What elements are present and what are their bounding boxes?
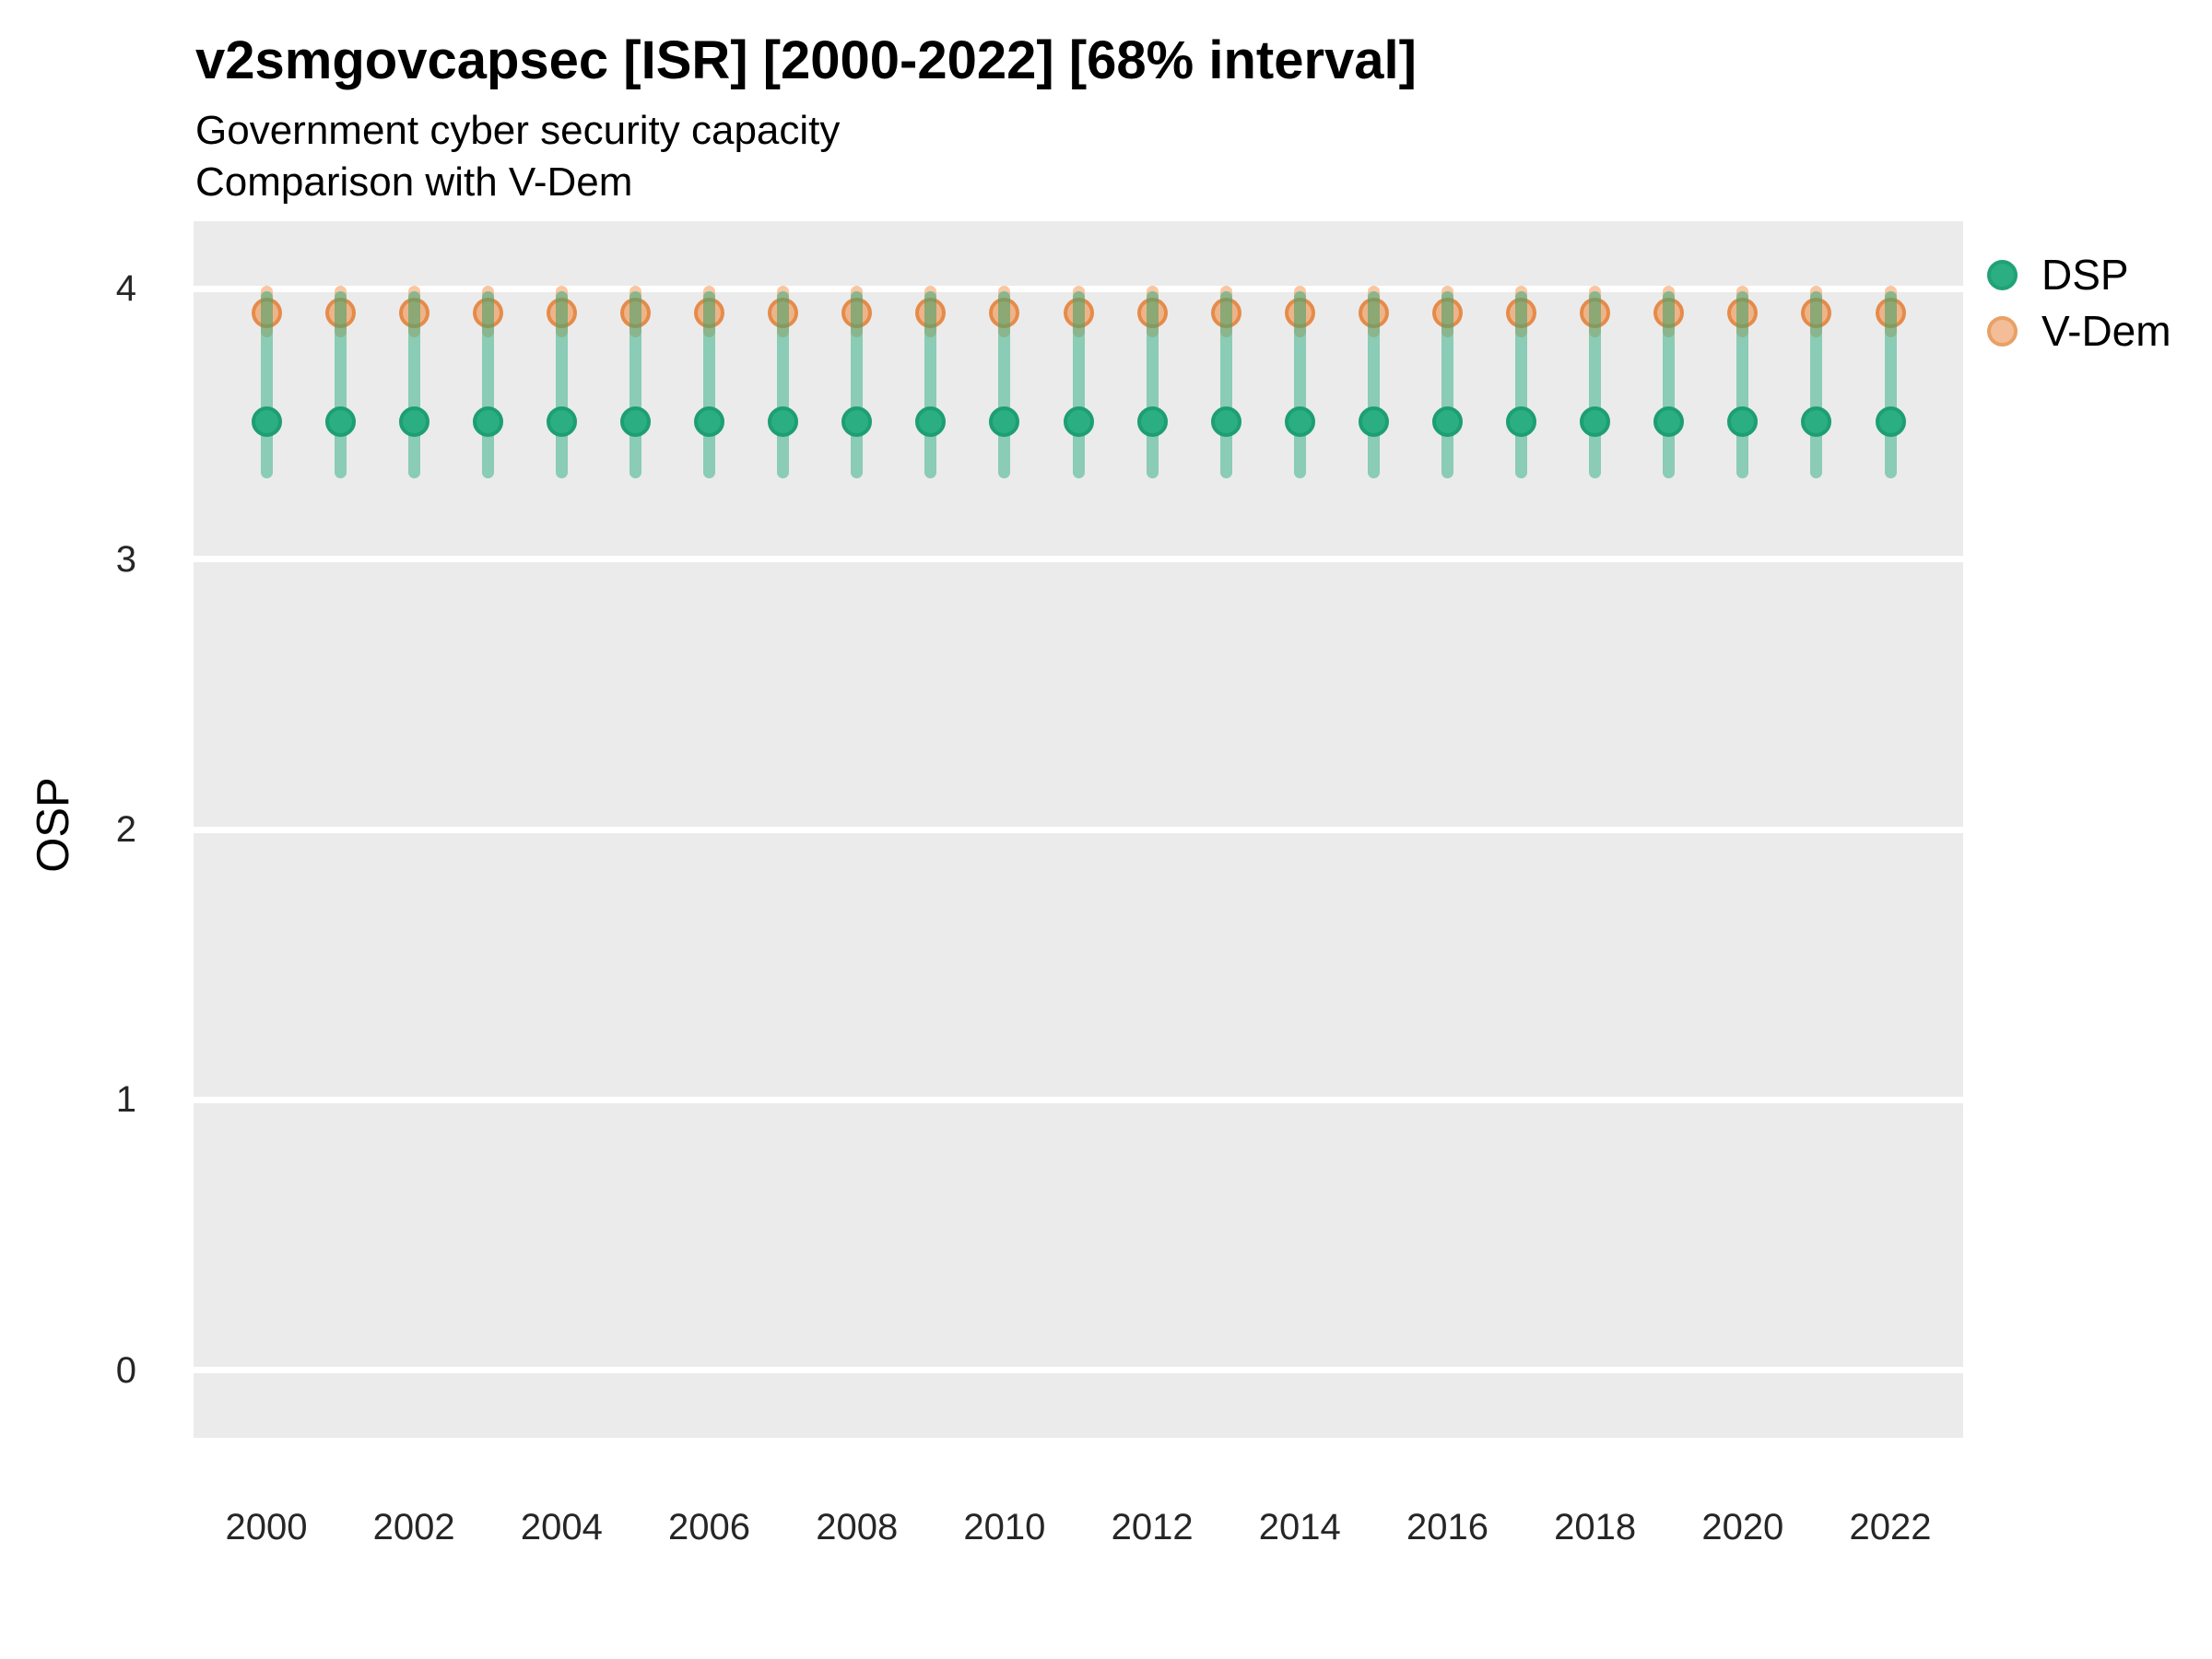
dsp-interval-bar: [1441, 291, 1453, 478]
chart-subtitle-line1: Government cyber security capacity: [195, 108, 841, 153]
dsp-interval-bar: [1219, 291, 1232, 478]
dsp-interval-bar: [1072, 291, 1085, 478]
dsp-interval-bar: [924, 291, 937, 478]
dsp-point: [546, 406, 577, 437]
v-dem-legend-dot: [1987, 315, 2018, 347]
y-tick-label-3: 3: [115, 538, 136, 580]
chart-subtitle-line2: Comparison with V-Dem: [195, 159, 633, 205]
y-tick-label-1: 1: [115, 1079, 136, 1121]
dsp-interval-bar: [1810, 291, 1823, 478]
dsp-legend-dot: [1987, 259, 2018, 290]
x-tick-label-2010: 2010: [963, 1507, 1046, 1547]
dsp-interval-bar: [1146, 291, 1159, 478]
dsp-point: [1801, 406, 1832, 437]
dsp-point: [472, 406, 503, 437]
dsp-point: [1210, 406, 1241, 437]
x-tick-label-2002: 2002: [372, 1507, 455, 1547]
dsp-point: [1284, 406, 1315, 437]
dsp-point: [694, 406, 725, 437]
x-tick-label-2014: 2014: [1258, 1507, 1341, 1547]
x-tick-label-2022: 2022: [1849, 1507, 1932, 1547]
dsp-point: [619, 406, 651, 437]
x-tick-label-2018: 2018: [1554, 1507, 1637, 1547]
x-tick-label-2006: 2006: [668, 1507, 751, 1547]
gridline-y-2: [194, 826, 1963, 833]
dsp-interval-bar: [407, 291, 420, 478]
dsp-interval-bar: [481, 291, 494, 478]
dsp-interval-bar: [1293, 291, 1306, 478]
x-tick-label-2020: 2020: [1701, 1507, 1784, 1547]
x-tick-label-2004: 2004: [520, 1507, 603, 1547]
dsp-point: [1506, 406, 1537, 437]
dsp-interval-bar: [703, 291, 716, 478]
x-tick-label-2008: 2008: [816, 1507, 899, 1547]
legend-label-dsp: DSP: [2041, 251, 2129, 299]
dsp-point: [1063, 406, 1094, 437]
dsp-point: [1431, 406, 1463, 437]
dsp-interval-bar: [629, 291, 641, 478]
y-tick-label-0: 0: [115, 1349, 136, 1391]
dsp-interval-bar: [998, 291, 1011, 478]
x-tick-label-2016: 2016: [1406, 1507, 1488, 1547]
gridline-y-3: [194, 556, 1963, 563]
dsp-interval-bar: [851, 291, 864, 478]
dsp-point: [324, 406, 356, 437]
dsp-point: [841, 406, 873, 437]
x-tick-label-2000: 2000: [225, 1507, 308, 1547]
dsp-point: [1653, 406, 1685, 437]
chart-title: v2smgovcapsec [ISR] [2000-2022] [68% int…: [195, 30, 1417, 90]
dsp-interval-bar: [555, 291, 568, 478]
dsp-point: [398, 406, 429, 437]
plot-panel: [194, 221, 1963, 1438]
dsp-interval-bar: [1367, 291, 1380, 478]
gridline-y-1: [194, 1096, 1963, 1103]
dsp-point: [989, 406, 1020, 437]
dsp-interval-bar: [777, 291, 790, 478]
dsp-interval-bar: [1663, 291, 1676, 478]
legend-label-v-dem: V-Dem: [2041, 307, 2171, 355]
y-tick-label-2: 2: [115, 809, 136, 850]
dsp-point: [1727, 406, 1759, 437]
dsp-point: [1875, 406, 1906, 437]
dsp-point: [251, 406, 282, 437]
y-tick-label-4: 4: [115, 268, 136, 310]
dsp-point: [1580, 406, 1611, 437]
x-tick-label-2012: 2012: [1111, 1507, 1194, 1547]
dsp-point: [1136, 406, 1168, 437]
dsp-interval-bar: [334, 291, 347, 478]
dsp-point: [768, 406, 799, 437]
dsp-point: [1358, 406, 1389, 437]
legend: DSP V-Dem: [1987, 253, 2171, 365]
legend-item-v-dem: V-Dem: [1987, 309, 2171, 353]
legend-item-dsp: DSP: [1987, 253, 2171, 297]
gridline-y-0: [194, 1367, 1963, 1374]
dsp-interval-bar: [1515, 291, 1528, 478]
dsp-interval-bar: [260, 291, 273, 478]
dsp-interval-bar: [1589, 291, 1602, 478]
dsp-interval-bar: [1884, 291, 1897, 478]
dsp-point: [915, 406, 947, 437]
dsp-interval-bar: [1736, 291, 1749, 478]
